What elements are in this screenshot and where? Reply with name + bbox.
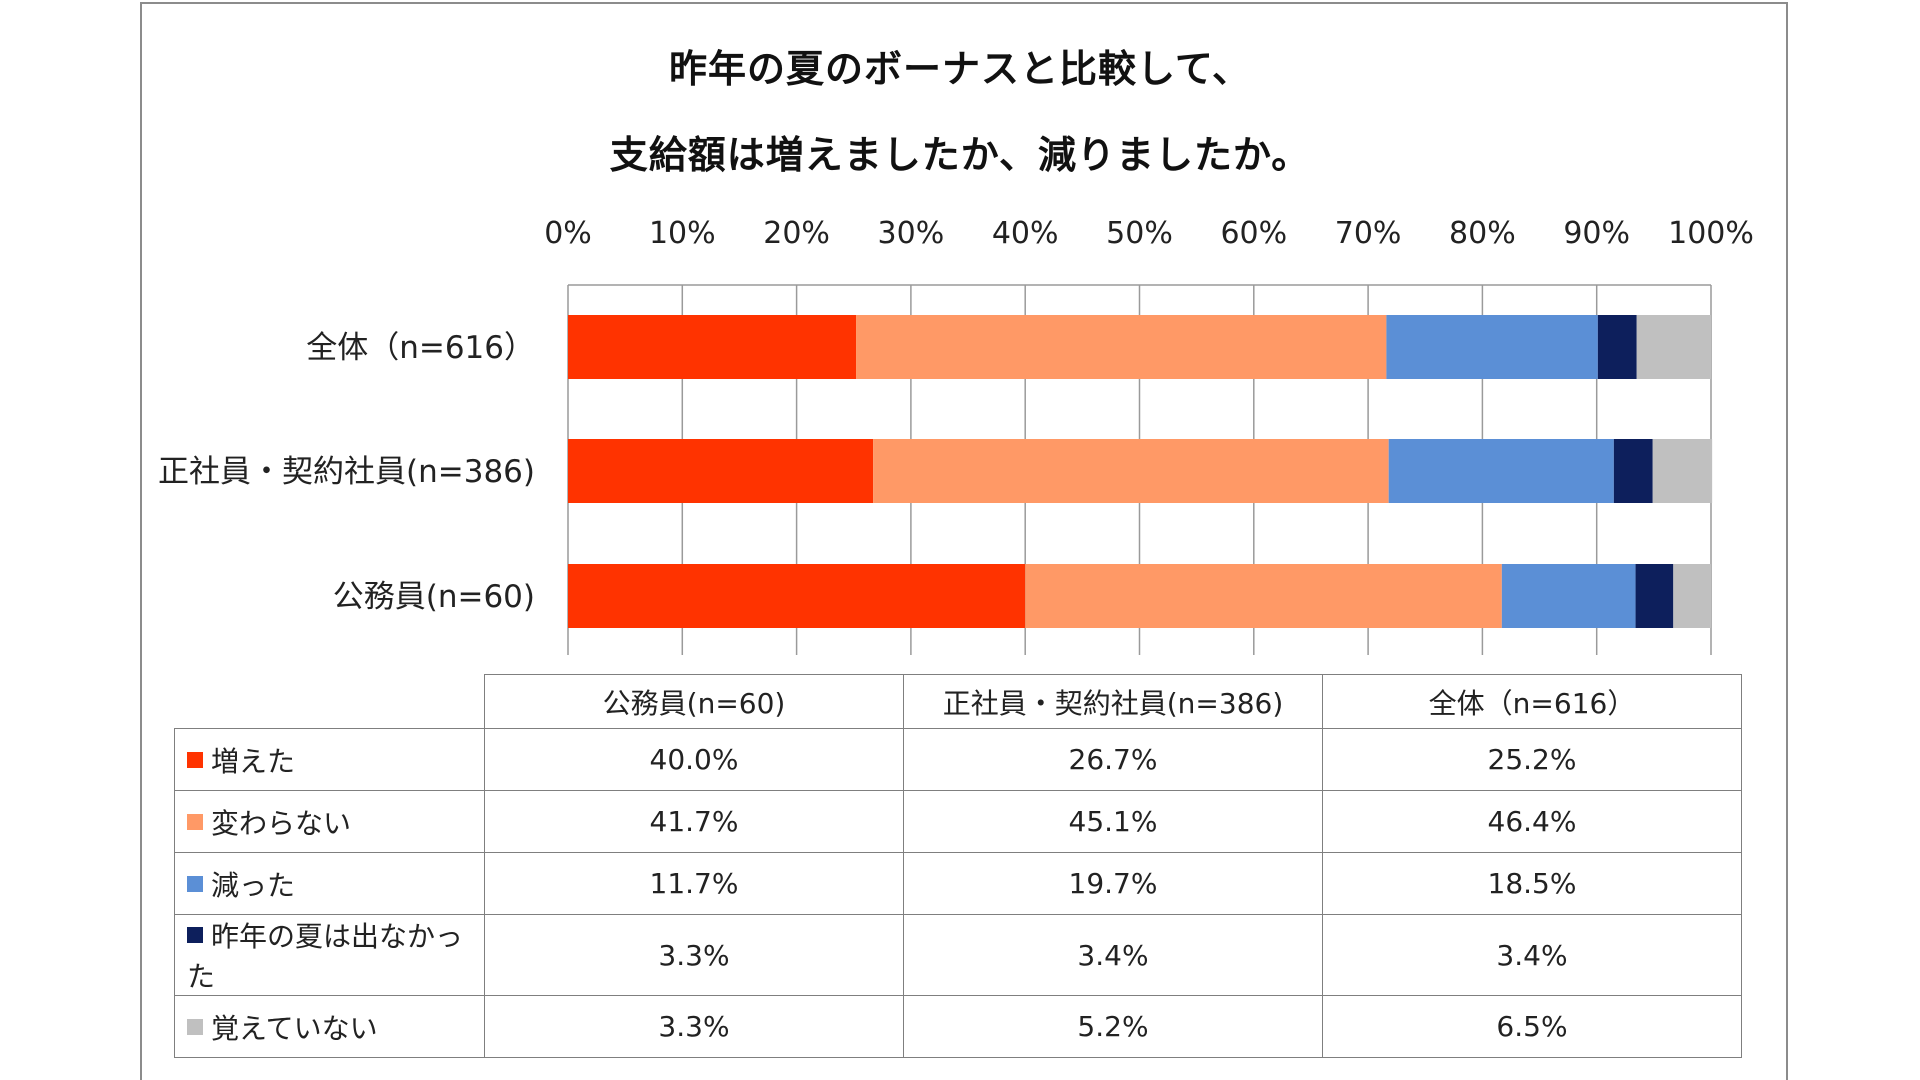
table-corner-cell [174,674,485,729]
x-tick-label: 80% [1449,216,1516,251]
table-cell: 25.2% [1322,728,1742,791]
table-cell: 41.7% [484,790,904,853]
table-cell: 6.5% [1322,995,1742,1058]
legend-label: 変わらない [211,806,352,840]
table-cell: 26.7% [903,728,1323,791]
bar-segment [1635,564,1674,628]
table-cell: 3.4% [1322,914,1742,996]
legend-swatch [187,751,203,768]
table-header-cell: 正社員・契約社員(n=386) [903,674,1323,729]
bar-segment [1501,564,1636,628]
bar-segment [568,315,857,379]
table-row-label: 増えた [174,728,485,791]
bar-segment [856,315,1387,379]
table-row: 変わらない 41.7% 45.1% 46.4% [174,790,1742,853]
bar-segment [1652,439,1713,503]
table-row-label: 減った [174,852,485,915]
table-row-label: 変わらない [174,790,485,853]
bar-segment [568,564,1026,628]
table-row-label: 昨年の夏は出なかった [174,914,485,996]
table-header-row: 公務員(n=60) 正社員・契約社員(n=386) 全体（n=616） [174,674,1742,729]
bar-segment [1613,439,1653,503]
table-cell: 3.3% [484,914,904,996]
table-row: 増えた 40.0% 26.7% 25.2% [174,728,1742,791]
table-cell: 46.4% [1322,790,1742,853]
stacked-bar-chart: 0% 10% 20% 30% 40% 50% 60% 70% 80% 90% 100% 全体（n=61… [158,216,1754,655]
table-row: 減った 11.7% 19.7% 18.5% [174,852,1742,915]
legend-label: 覚えていない [211,1011,378,1045]
table-header-cell: 全体（n=616） [1322,674,1742,729]
legend-swatch [187,927,203,943]
x-tick-label: 100% [1668,216,1754,251]
table-cell: 3.3% [484,995,904,1058]
legend-label: 減った [211,868,296,902]
legend-label: 昨年の夏は出なかった [187,920,464,993]
x-tick-label: 70% [1335,216,1402,251]
table-header-cell: 公務員(n=60) [484,674,904,729]
x-tick-label: 10% [649,216,716,251]
category-label: 公務員(n=60) [333,579,535,615]
table-cell: 19.7% [903,852,1323,915]
table-row: 覚えていない 3.3% 5.2% 6.5% [174,995,1742,1058]
category-label: 正社員・契約社員(n=386) [158,454,535,490]
legend-label: 増えた [211,744,296,778]
legend-swatch [187,813,203,830]
bar-segment [1597,315,1637,379]
table-cell: 40.0% [484,728,904,791]
chart-title-line-1: 昨年の夏のボーナスと比較して、 [669,47,1251,91]
legend-swatch [187,875,203,892]
chart-title-line-2: 支給額は増えましたか、減りましたか。 [609,133,1311,177]
table-cell: 11.7% [484,852,904,915]
x-tick-label: 60% [1220,216,1287,251]
x-tick-label: 90% [1563,216,1630,251]
bar-segment [1673,564,1711,628]
bar-segment [1025,564,1502,628]
x-tick-label: 50% [1106,216,1173,251]
table-cell: 45.1% [903,790,1323,853]
bar-segment [1388,439,1614,503]
bar-segment [873,439,1389,503]
x-tick-label: 30% [878,216,945,251]
legend-swatch [187,1018,203,1035]
bar-segment [1386,315,1598,379]
data-table: 公務員(n=60) 正社員・契約社員(n=386) 全体（n=616） 増えた … [174,674,1742,1058]
table-cell: 5.2% [903,995,1323,1058]
table-cell: 18.5% [1322,852,1742,915]
x-tick-label: 0% [544,216,592,251]
x-tick-label: 40% [992,216,1059,251]
bar-segment [568,439,874,503]
table-row-label: 覚えていない [174,995,485,1058]
bar-segment [1636,315,1711,379]
x-tick-label: 20% [763,216,830,251]
category-label: 全体（n=616） [306,330,535,366]
table-row: 昨年の夏は出なかった 3.3% 3.4% 3.4% [174,914,1742,996]
table-cell: 3.4% [903,914,1323,996]
